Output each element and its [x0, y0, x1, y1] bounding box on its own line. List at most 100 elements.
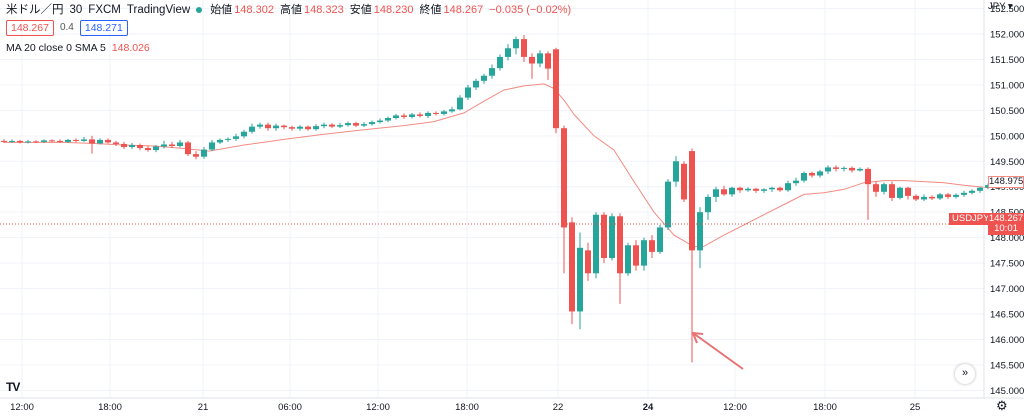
- candle-body: [321, 124, 327, 127]
- candle-body: [873, 184, 879, 192]
- candle-body: [97, 139, 103, 144]
- candle-down: [585, 242, 591, 281]
- candle-down: [553, 47, 559, 134]
- candle-body: [425, 112, 431, 116]
- candle-body: [161, 144, 167, 147]
- candle-down: [809, 171, 815, 178]
- market-status-icon: [196, 7, 203, 13]
- candle-body: [201, 149, 207, 157]
- candle-body: [545, 53, 551, 69]
- candle-body: [417, 114, 423, 116]
- candle-body: [681, 163, 687, 200]
- candle-up: [705, 194, 711, 220]
- ma-price-tag: 148.975: [988, 176, 1024, 188]
- candle-body: [633, 245, 639, 266]
- candle-down: [569, 217, 575, 325]
- gear-icon[interactable]: ⚙: [996, 398, 1008, 413]
- candle-down: [721, 185, 727, 196]
- candle-body: [705, 196, 711, 213]
- candle-body: [929, 196, 935, 199]
- candle-body: [881, 184, 887, 192]
- candle-down: [89, 135, 95, 154]
- candle-up: [481, 73, 487, 84]
- time-tick-label: 12:00: [10, 402, 34, 413]
- interval-label[interactable]: 30: [69, 4, 83, 16]
- candle-down: [913, 194, 919, 201]
- candle-down: [865, 167, 871, 220]
- price-tick-label: 147.000: [990, 284, 1024, 295]
- candle-body: [481, 75, 487, 81]
- candle-down: [33, 140, 39, 143]
- candle-body: [505, 48, 511, 57]
- candle-body: [961, 192, 967, 195]
- candle-body: [113, 142, 119, 144]
- candle-up: [697, 207, 703, 269]
- tradingview-logo-icon[interactable]: TV: [6, 380, 20, 394]
- candle-body: [809, 172, 815, 176]
- candle-body: [409, 114, 415, 117]
- open-value: 148.302: [234, 4, 274, 16]
- candle-down: [17, 139, 23, 144]
- candle-down: [905, 186, 911, 200]
- candle-down: [681, 161, 687, 202]
- candle-body: [841, 167, 847, 169]
- time-tick-label: 25: [910, 402, 921, 413]
- candle-down: [73, 138, 79, 143]
- candle-up: [665, 179, 671, 230]
- candle-up: [825, 165, 831, 174]
- candle-body: [489, 68, 495, 76]
- candle-body: [529, 56, 535, 64]
- price-tick-label: 152.000: [990, 30, 1024, 41]
- candle-body: [369, 122, 375, 125]
- candle-body: [569, 222, 575, 312]
- candle-up: [409, 112, 415, 119]
- symbol-name[interactable]: 米ドル／円: [6, 4, 64, 16]
- candle-up: [793, 177, 799, 186]
- candle-up: [801, 171, 807, 183]
- price-tick-label: 146.500: [990, 310, 1024, 321]
- candle-up: [897, 186, 903, 200]
- candle-up: [593, 212, 599, 279]
- low-label: 安値: [349, 4, 372, 16]
- candle-up: [577, 232, 583, 330]
- ma-legend-row[interactable]: MA 20 close 0 SMA 5 148.026: [6, 40, 577, 56]
- currency-label[interactable]: JPY ▾: [988, 1, 1013, 12]
- candle-body: [385, 118, 391, 121]
- candle-body: [585, 250, 591, 274]
- candle-body: [761, 189, 767, 191]
- candle-down: [777, 186, 783, 192]
- candle-body: [521, 39, 527, 57]
- double-chevron-right-icon[interactable]: »: [955, 364, 975, 384]
- candle-body: [801, 172, 807, 181]
- price-tick-label: 148.000: [990, 233, 1024, 244]
- candle-body: [25, 141, 31, 143]
- candle-up: [41, 139, 47, 143]
- candle-up: [25, 139, 31, 144]
- candle-down: [649, 235, 655, 258]
- candle-body: [209, 142, 215, 150]
- candle-up: [457, 95, 463, 111]
- candle-body: [145, 148, 151, 151]
- candle-body: [89, 139, 95, 144]
- candle-down: [889, 181, 895, 201]
- candle-up: [361, 122, 367, 128]
- candle-down: [849, 166, 855, 173]
- candle-up: [505, 44, 511, 61]
- candle-down: [1, 139, 7, 143]
- price-tick-label: 145.000: [990, 386, 1024, 397]
- symbol-row: 米ドル／円 30 FXCM TradingView 始値 148.302 高値 14…: [6, 2, 577, 18]
- chart-legend: 米ドル／円 30 FXCM TradingView 始値 148.302 高値 14…: [6, 2, 577, 56]
- candle-body: [713, 189, 719, 197]
- candle-body: [721, 189, 727, 195]
- candle-body: [833, 167, 839, 169]
- candle-body: [945, 194, 951, 197]
- ask-button[interactable]: 148.271: [79, 20, 128, 36]
- candle-up: [177, 139, 183, 148]
- candle-up: [449, 106, 455, 113]
- candle-body: [121, 143, 127, 148]
- candle-body: [185, 142, 191, 155]
- candle-body: [729, 187, 735, 195]
- candle-body: [913, 195, 919, 200]
- bid-button[interactable]: 148.267: [6, 20, 54, 36]
